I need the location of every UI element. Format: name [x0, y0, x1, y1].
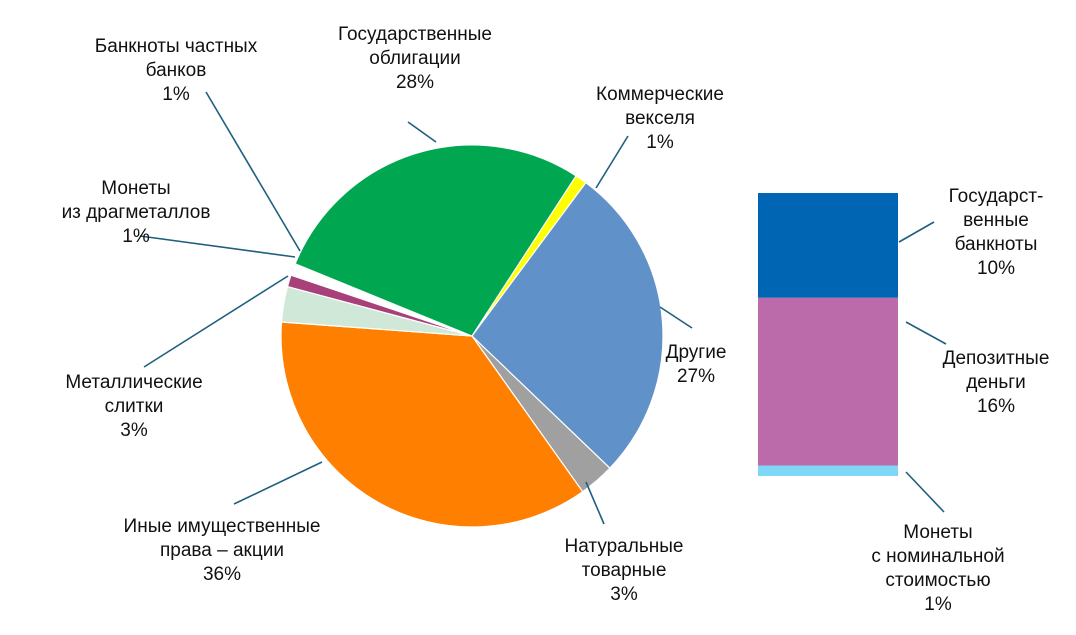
pie-slice-label: Банкноты частных банков 1% — [95, 36, 258, 105]
pie-slice — [471, 181, 664, 470]
bar-segment — [758, 297, 898, 466]
pie-slice-label: Другие 27% — [666, 342, 727, 387]
leader-line — [595, 135, 629, 189]
bar-segment — [758, 465, 898, 476]
pie-slice-label: Коммерческие векселя 1% — [596, 84, 724, 153]
bar-segment-label: Монеты с номинальной стоимостью 1% — [871, 522, 1004, 615]
leader-line — [905, 471, 945, 513]
pie-slice — [280, 321, 584, 528]
pie-slice-label: Монеты из драгметаллов 1% — [62, 178, 211, 247]
leader-line — [659, 306, 693, 329]
leader-line — [205, 91, 301, 252]
bar-segment — [758, 193, 898, 298]
leader-line — [233, 461, 323, 505]
pie-slice-label: Иные имущественные права – акции 36% — [124, 516, 321, 585]
leader-line — [143, 275, 289, 368]
pie-slice-label: Натуральные товарные 3% — [565, 536, 684, 605]
leader-line — [905, 321, 947, 345]
pie-slice-label: Металлические слитки 3% — [65, 372, 202, 441]
pie-chart — [280, 144, 664, 528]
pie-slice-label: Государственные облигации 28% — [338, 24, 492, 93]
leader-line — [139, 235, 296, 258]
bar-segment-label: Государст-венные банкноты 10% — [949, 186, 1044, 279]
stacked-bar — [758, 193, 898, 476]
chart-labels: Коммерческие векселя 1% Другие 27% Натуральны… — [62, 24, 1050, 615]
leader-line — [898, 221, 935, 243]
leader-line — [407, 121, 437, 143]
leader-line — [585, 481, 605, 525]
pie-slice — [294, 144, 577, 337]
bar-segment-label: Депозитные деньги 16% — [943, 348, 1050, 417]
